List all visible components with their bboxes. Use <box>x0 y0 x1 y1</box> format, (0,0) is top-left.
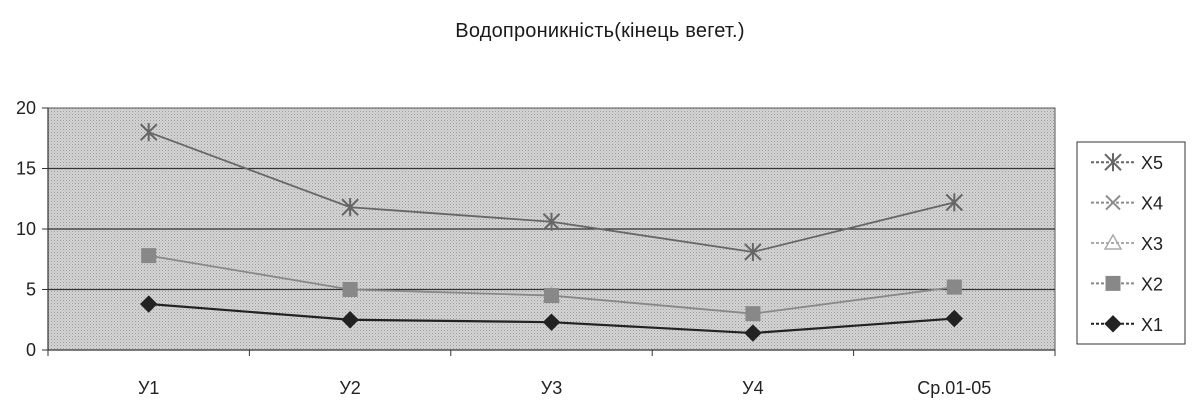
data-point <box>542 212 561 231</box>
data-point <box>139 295 158 313</box>
square-marker <box>1105 275 1121 291</box>
square-marker <box>745 306 761 322</box>
data-point <box>341 311 359 329</box>
y-tick-label: 15 <box>16 159 36 179</box>
diamond-marker <box>341 311 359 329</box>
square-marker <box>544 288 559 304</box>
legend-item: X2 <box>1091 274 1163 294</box>
diamond-marker <box>542 313 561 331</box>
legend-label: X5 <box>1141 153 1163 173</box>
y-tick-label: 5 <box>26 280 36 300</box>
y-tick-label: 10 <box>16 219 36 239</box>
diamond-marker <box>744 324 762 342</box>
data-point <box>139 123 158 142</box>
data-point <box>744 324 762 342</box>
x-tick-label: У2 <box>339 378 360 398</box>
square-marker <box>342 282 358 297</box>
series-x1 <box>139 295 964 342</box>
legend-label: X2 <box>1141 274 1163 294</box>
legend-marker <box>1103 233 1123 250</box>
x-tick-label: У1 <box>138 378 159 398</box>
data-point <box>341 198 359 217</box>
data-point <box>945 309 964 328</box>
legend-item: X5 <box>1091 153 1163 173</box>
x-tick-label: У3 <box>541 378 562 398</box>
square-marker <box>946 279 962 295</box>
x-marker-stroke <box>1105 194 1121 211</box>
triangle-marker <box>1103 233 1123 250</box>
x-tick-label: У4 <box>742 378 763 398</box>
y-tick-label: 20 <box>16 98 36 118</box>
legend-marker <box>1105 194 1121 211</box>
data-point <box>745 306 761 322</box>
legend-marker <box>1105 275 1121 291</box>
data-point <box>342 282 358 297</box>
legend-item: X3 <box>1091 233 1163 254</box>
diamond-marker <box>945 309 964 328</box>
series-x2 <box>141 248 962 322</box>
legend-item: X4 <box>1091 194 1163 214</box>
data-point <box>544 288 559 304</box>
data-point <box>946 279 962 295</box>
series-x5 <box>139 123 964 261</box>
data-point <box>744 242 762 261</box>
data-point <box>945 193 964 212</box>
legend-label: X3 <box>1141 234 1163 254</box>
legend-label: X4 <box>1141 194 1163 214</box>
legend-marker <box>1104 315 1122 333</box>
diamond-marker <box>139 295 158 313</box>
diamond-marker <box>1104 315 1122 333</box>
y-tick-label: 0 <box>26 340 36 360</box>
chart-title: Водопроникність(кінець вегет.) <box>455 20 745 42</box>
data-point <box>542 313 561 331</box>
legend-label: X1 <box>1141 315 1163 335</box>
square-marker <box>141 248 157 264</box>
data-point <box>141 248 157 264</box>
legend-item: X1 <box>1091 315 1163 335</box>
legend-marker <box>1104 153 1122 172</box>
x-tick-label: Ср.01-05 <box>917 378 991 398</box>
